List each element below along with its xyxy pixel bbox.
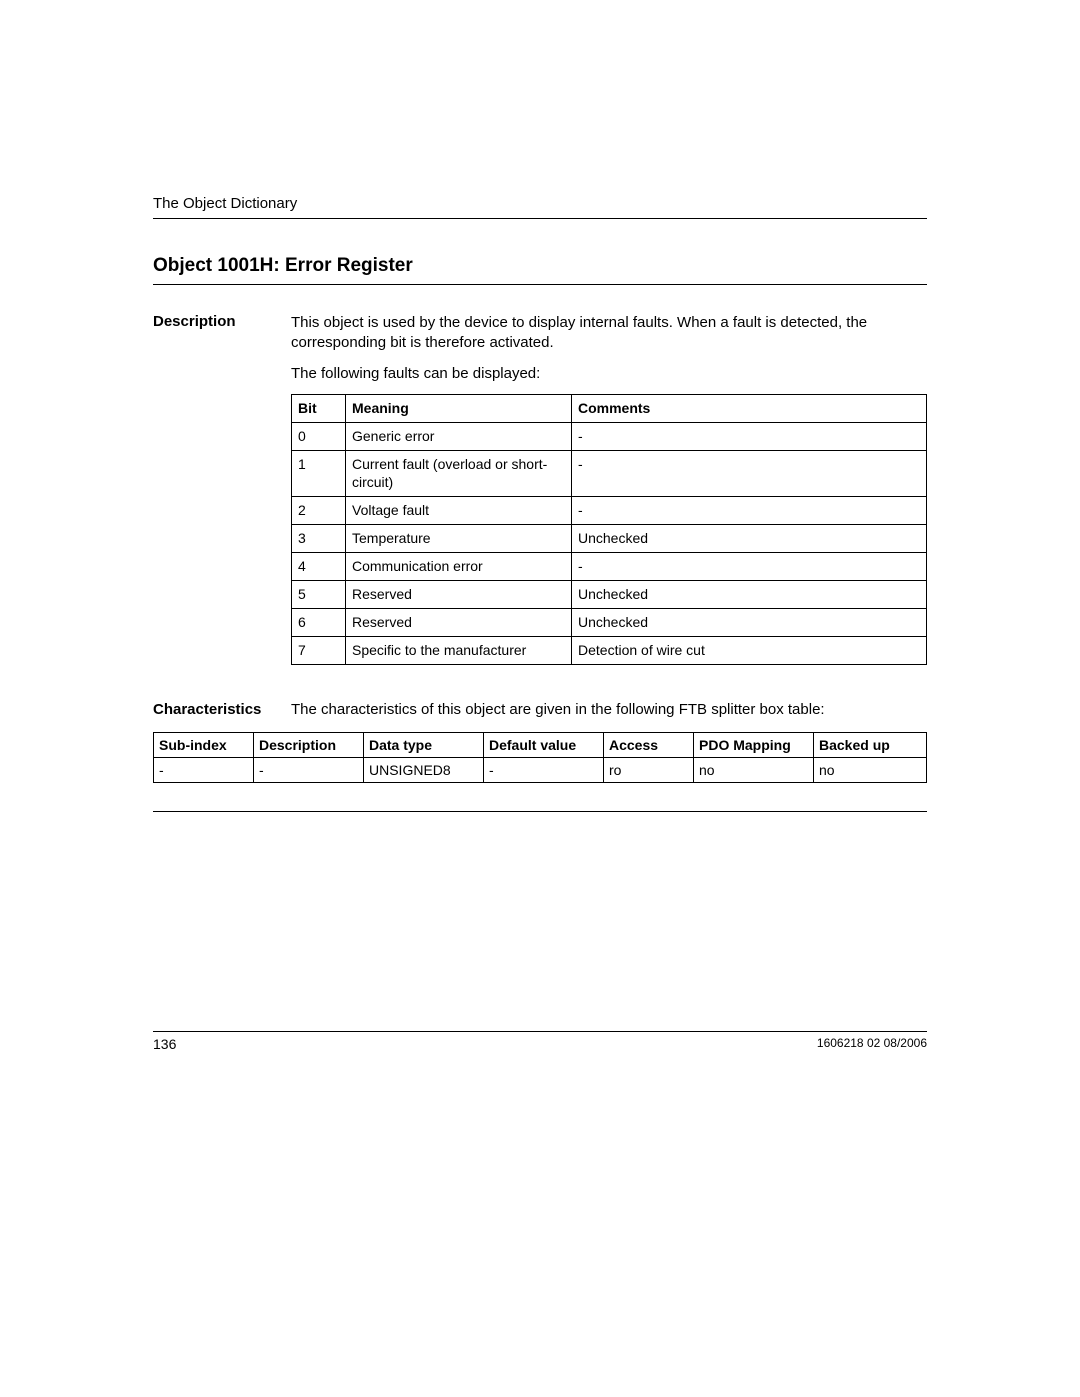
page-number: 136: [153, 1036, 176, 1052]
table-row: 1 Current fault (overload or short-circu…: [292, 450, 927, 497]
backed-cell: no: [814, 757, 927, 782]
bit-cell: 5: [292, 580, 346, 608]
table-row: 5 Reserved Unchecked: [292, 580, 927, 608]
description-paragraph-1: This object is used by the device to dis…: [291, 313, 927, 354]
chapter-header: The Object Dictionary: [153, 195, 927, 212]
footer-rule: [153, 1031, 927, 1032]
characteristics-label: Characteristics: [153, 701, 291, 718]
access-header: Access: [604, 732, 694, 757]
comments-header: Comments: [572, 394, 927, 422]
pdo-cell: no: [694, 757, 814, 782]
table-row: 7 Specific to the manufacturer Detection…: [292, 636, 927, 664]
datatype-cell: UNSIGNED8: [364, 757, 484, 782]
default-cell: -: [484, 757, 604, 782]
comments-cell: Unchecked: [572, 580, 927, 608]
datatype-header: Data type: [364, 732, 484, 757]
bit-cell: 2: [292, 497, 346, 525]
bit-table: Bit Meaning Comments 0 Generic error - 1…: [291, 394, 927, 665]
table-row: - - UNSIGNED8 - ro no no: [154, 757, 927, 782]
meaning-cell: Specific to the manufacturer: [346, 636, 572, 664]
comments-cell: Unchecked: [572, 525, 927, 553]
characteristics-text: The characteristics of this object are g…: [291, 701, 825, 718]
bit-cell: 1: [292, 450, 346, 497]
meaning-cell: Generic error: [346, 422, 572, 450]
meaning-cell: Reserved: [346, 580, 572, 608]
table-row: 0 Generic error -: [292, 422, 927, 450]
comments-cell: -: [572, 497, 927, 525]
table-row: 3 Temperature Unchecked: [292, 525, 927, 553]
bit-cell: 3: [292, 525, 346, 553]
access-cell: ro: [604, 757, 694, 782]
description-label: Description: [153, 313, 291, 665]
backed-header: Backed up: [814, 732, 927, 757]
pdo-header: PDO Mapping: [694, 732, 814, 757]
default-header: Default value: [484, 732, 604, 757]
comments-cell: Detection of wire cut: [572, 636, 927, 664]
bit-cell: 0: [292, 422, 346, 450]
page-title: Object 1001H: Error Register: [153, 255, 927, 277]
description-paragraph-2: The following faults can be displayed:: [291, 364, 927, 384]
section-end-rule: [153, 811, 927, 812]
page-footer: 136 1606218 02 08/2006: [153, 1023, 927, 1052]
description-cell: -: [254, 757, 364, 782]
description-header: Description: [254, 732, 364, 757]
header-rule: [153, 218, 927, 219]
meaning-header: Meaning: [346, 394, 572, 422]
comments-cell: -: [572, 422, 927, 450]
table-row: 4 Communication error -: [292, 553, 927, 581]
subindex-cell: -: [154, 757, 254, 782]
bit-cell: 6: [292, 608, 346, 636]
comments-cell: Unchecked: [572, 608, 927, 636]
table-row: 6 Reserved Unchecked: [292, 608, 927, 636]
meaning-cell: Voltage fault: [346, 497, 572, 525]
meaning-cell: Temperature: [346, 525, 572, 553]
meaning-cell: Reserved: [346, 608, 572, 636]
meaning-cell: Current fault (overload or short-circuit…: [346, 450, 572, 497]
subindex-header: Sub-index: [154, 732, 254, 757]
characteristics-table: Sub-index Description Data type Default …: [153, 732, 927, 783]
bit-cell: 7: [292, 636, 346, 664]
title-rule: [153, 284, 927, 285]
bit-header: Bit: [292, 394, 346, 422]
meaning-cell: Communication error: [346, 553, 572, 581]
comments-cell: -: [572, 450, 927, 497]
bit-cell: 4: [292, 553, 346, 581]
comments-cell: -: [572, 553, 927, 581]
document-id: 1606218 02 08/2006: [817, 1036, 927, 1052]
table-row: 2 Voltage fault -: [292, 497, 927, 525]
